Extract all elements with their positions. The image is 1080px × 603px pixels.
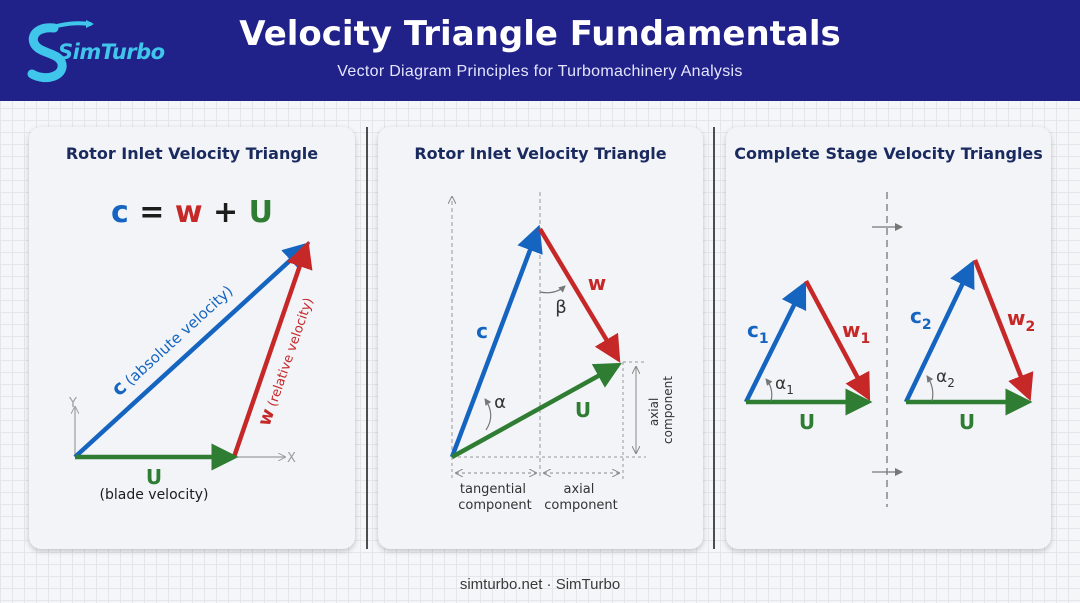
beta-label: β — [555, 297, 567, 318]
page-subtitle: Vector Diagram Principles for Turbomachi… — [337, 63, 743, 80]
panel-basic-triangle: Rotor Inlet Velocity Triangle c = w + U … — [29, 127, 355, 549]
c2-label: c2 — [910, 304, 932, 333]
y-axis-label: Y — [68, 396, 77, 411]
w2-vector — [972, 259, 1034, 402]
u1-label: U — [799, 410, 815, 434]
alpha-arc — [484, 398, 492, 431]
basic-triangle-diagram: Y X c(absolute velocity) w(relative velo… — [68, 240, 318, 503]
panel-components-triangle: Rotor Inlet Velocity Triangle c w U α β … — [378, 127, 703, 549]
equation-c: c — [111, 195, 129, 230]
c1-label: c1 — [747, 318, 769, 347]
u-vector — [450, 362, 622, 459]
panel-title: Rotor Inlet Velocity Triangle — [414, 144, 667, 163]
axial-component-horizontal-label: axial component — [544, 482, 618, 513]
w-vector-label: w — [588, 271, 606, 295]
panel-title: Complete Stage Velocity Triangles — [734, 144, 1043, 163]
w1-vector — [804, 279, 871, 401]
c-vector — [449, 224, 543, 458]
separator-left — [366, 127, 368, 549]
w-vector — [231, 240, 313, 458]
equation-plus: + — [213, 195, 239, 230]
u-vector-label: U — [575, 398, 591, 422]
header: SimTurbo Velocity Triangle Fundamentals … — [0, 0, 1080, 101]
c-vector-label: c — [476, 319, 488, 343]
simturbo-logo — [27, 20, 94, 83]
w-vector-label: w(relative velocity) — [254, 294, 318, 428]
panel-title: Rotor Inlet Velocity Triangle — [65, 144, 319, 163]
components-diagram: c w U α β axial component tangential com… — [378, 192, 675, 513]
equation-equals: = — [139, 195, 165, 230]
stage-triangles-diagram: c1 w1 α1 U c2 w2 α2 U — [743, 192, 1035, 507]
u2-label: U — [959, 410, 975, 434]
alpha2-label: α2 — [936, 367, 955, 390]
footer-credit: simturbo.net · SimTurbo — [459, 576, 621, 593]
axial-component-vertical-label: axial component — [647, 376, 675, 444]
c-vector — [73, 241, 311, 459]
vector-equation: c = w + U — [29, 195, 355, 230]
equation-u: U — [248, 195, 273, 230]
equation-w: w — [174, 195, 203, 230]
beta-arc — [539, 285, 566, 294]
x-axis-label: X — [287, 451, 296, 466]
c2-vector — [903, 259, 975, 403]
page-title: Velocity Triangle Fundamentals — [239, 14, 841, 54]
logo-text: SimTurbo — [58, 40, 165, 64]
tangential-component-label: tangential component — [458, 482, 532, 513]
w2-label: w2 — [1007, 306, 1035, 335]
u-vector-description: (blade velocity) — [100, 487, 209, 503]
alpha1-label: α1 — [775, 374, 794, 397]
alpha-label: α — [494, 392, 506, 413]
outlet-triangle: c2 w2 α2 U — [903, 259, 1035, 434]
inlet-triangle: c1 w1 α1 U — [743, 279, 873, 434]
separator-right — [713, 127, 715, 549]
c-vector-label: c(absolute velocity) — [106, 278, 237, 401]
w1-label: w1 — [842, 318, 870, 347]
panel-stage-triangles: Complete Stage Velocity Triangles c1 w1 … — [726, 127, 1051, 549]
w-vector — [538, 227, 621, 363]
alpha1-arc — [765, 378, 773, 402]
c1-vector — [743, 280, 807, 403]
u-vector-label: U — [146, 465, 162, 489]
alpha2-arc — [926, 375, 934, 402]
